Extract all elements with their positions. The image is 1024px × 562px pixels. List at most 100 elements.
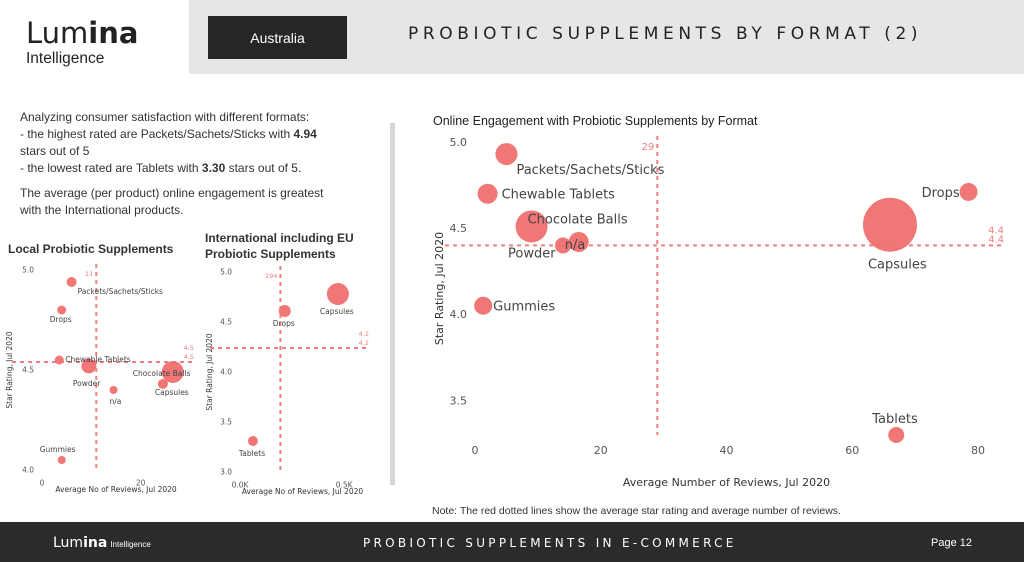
intro-engagement-cont: with the International products. (20, 203, 184, 217)
bubble-gummies (474, 296, 493, 315)
bubble-powder (81, 358, 97, 374)
footer-logo: Lumina Intelligence (53, 535, 151, 551)
bubble-chocolate-balls (515, 210, 548, 243)
chart-note: Note: The red dotted lines show the aver… (432, 505, 841, 517)
x-tick-label: 0 (472, 444, 479, 457)
bubble-n-a (568, 231, 589, 252)
x-tick-label: 20 (136, 479, 146, 488)
y-tick-label: 4.0 (450, 308, 468, 321)
y-tick-label: 3.5 (220, 418, 232, 427)
avg-rating-label: 4.4 (988, 234, 1004, 245)
page-number: Page 12 (931, 537, 972, 549)
bubble-label-powder: Powder (508, 246, 556, 261)
footer-title: PROBIOTIC SUPPLEMENTS IN E-COMMERCE (363, 536, 737, 550)
x-tick-label: 0.0K (232, 481, 250, 490)
bubble-label-capsules: Capsules (868, 258, 927, 273)
bubble-powder (555, 237, 572, 254)
bubble-label-gummies: Gummies (40, 445, 76, 454)
x-axis-title: Average No of Reviews, Jul 2020 (55, 485, 177, 494)
logo-wordmark: Lumina (26, 16, 139, 50)
y-tick-label: 4.0 (22, 466, 34, 475)
country-filter-button[interactable]: Australia (208, 16, 347, 59)
avg-reviews-label: 11 (85, 270, 93, 278)
avg-rating-label: 4.2 (359, 339, 369, 347)
bubble-label-n-a: n/a (110, 397, 122, 406)
bubble-n-a (109, 386, 118, 394)
y-axis-title: Star Rating, Jul 2020 (5, 331, 14, 408)
avg-rating-label: 4.4 (988, 225, 1004, 236)
bubble-capsules (157, 379, 168, 389)
y-tick-label: 4.5 (450, 222, 468, 235)
intl-scatter-chart: 0.0K 0.5K 3.0 3.5 4.0 4.5 5.0 Average No of Rev… (205, 266, 369, 496)
avg-rating-label: 4.2 (359, 330, 369, 338)
bubble-label-chewable-tablets: Chewable Tablets (502, 188, 616, 203)
avg-reviews-label: 29 (642, 142, 655, 153)
bubble-label-drops: Drops (922, 186, 960, 201)
intro-line: Analyzing consumer satisfaction with dif… (20, 110, 310, 124)
local-chart-title: Local Probiotic Supplements (8, 242, 174, 256)
bubble-label-chocolate-balls: Chocolate Balls (528, 212, 628, 227)
x-tick-label: 0 (40, 479, 45, 488)
y-tick-label: 4.0 (220, 368, 232, 377)
x-tick-label: 60 (845, 444, 859, 457)
bubble-chocolate-balls (161, 361, 184, 383)
y-axis-title: Star Rating, Jul 2020 (205, 333, 214, 410)
bubble-label-tablets: Tablets (238, 449, 265, 458)
bubble-label-tablets: Tablets (871, 412, 918, 427)
y-tick-label: 3.5 (450, 394, 468, 407)
y-tick-label: 5.0 (22, 266, 34, 275)
bubble-label-powder: Powder (73, 379, 101, 388)
bubble-tablets (888, 427, 905, 443)
intro-highest: - the highest rated are Packets/Sachets/… (20, 127, 317, 141)
bubble-label-packets-sachets-sticks: Packets/Sachets/Sticks (516, 163, 664, 178)
y-tick-label: 5.0 (450, 136, 468, 149)
bubble-capsules (326, 283, 349, 305)
avg-rating-label: 4.5 (184, 344, 194, 352)
bubble-tablets (247, 436, 258, 446)
bubble-gummies (57, 456, 66, 464)
bubble-chewable-tablets (54, 355, 64, 365)
bubble-drops (278, 305, 291, 317)
logo-subtitle: Intelligence (26, 50, 105, 67)
bubble-label-packets-sachets-sticks: Packets/Sachets/Sticks (78, 287, 163, 296)
x-tick-label: 40 (720, 444, 734, 457)
x-tick-label: 80 (971, 444, 985, 457)
bubble-label-chewable-tablets: Chewable Tablets (65, 355, 131, 364)
y-axis-title: Star Rating, Jul 2020 (433, 232, 446, 345)
bubble-label-drops: Drops (273, 319, 295, 328)
bubble-drops (959, 182, 978, 201)
bubble-label-drops: Drops (50, 315, 72, 324)
intro-engagement: The average (per product) online engagem… (20, 186, 324, 200)
section-divider (390, 123, 395, 485)
footer-bar: Lumina Intelligence PROBIOTIC SUPPLEMENTS… (0, 522, 1024, 562)
bubble-drops (57, 305, 67, 315)
bubble-capsules (862, 197, 917, 252)
bubble-label-capsules: Capsules (320, 307, 354, 316)
local-scatter-chart: 0 20 4.0 4.5 5.0 Average No of Reviews, Jul 2… (5, 264, 194, 494)
x-tick-label: 20 (594, 444, 608, 457)
page-title: PROBIOTIC SUPPLEMENTS BY FORMAT (2) (408, 24, 923, 44)
bubble-label-gummies: Gummies (493, 300, 555, 315)
lumina-logo: Lumina Intelligence (26, 18, 138, 68)
avg-reviews-label: 194 (265, 272, 277, 280)
bubble-label-n-a: n/a (565, 238, 586, 253)
y-tick-label: 4.5 (220, 318, 232, 327)
x-axis-title: Average No of Reviews, Jul 2020 (242, 487, 364, 496)
y-tick-label: 5.0 (220, 268, 232, 277)
online-scatter-chart: 0 20 40 60 80 3.5 4.0 4.5 5.0 Average Number of R… (433, 136, 1004, 489)
bubble-chewable-tablets (477, 183, 498, 204)
intro-lowest: - the lowest rated are Tablets with 3.30… (20, 161, 302, 175)
avg-rating-label: 4.5 (184, 353, 194, 361)
bubble-label-chocolate-balls: Chocolate Balls (133, 369, 191, 378)
x-axis-title: Average Number of Reviews, Jul 2020 (623, 476, 830, 489)
bubble-label-capsules: Capsules (155, 388, 189, 397)
online-chart-title: Online Engagement with Probiotic Supplem… (433, 114, 758, 128)
intro-text: Analyzing consumer satisfaction with dif… (20, 109, 360, 219)
intl-chart-title: International including EU Probiotic Sup… (205, 231, 354, 261)
bubble-packets-sachets-sticks (495, 143, 518, 166)
y-tick-label: 3.0 (220, 468, 232, 477)
y-tick-label: 4.5 (22, 366, 34, 375)
x-tick-label: 0.5K (336, 481, 354, 490)
bubble-packets-sachets-sticks (66, 277, 77, 287)
intro-highest-cont: stars out of 5 (20, 144, 90, 158)
